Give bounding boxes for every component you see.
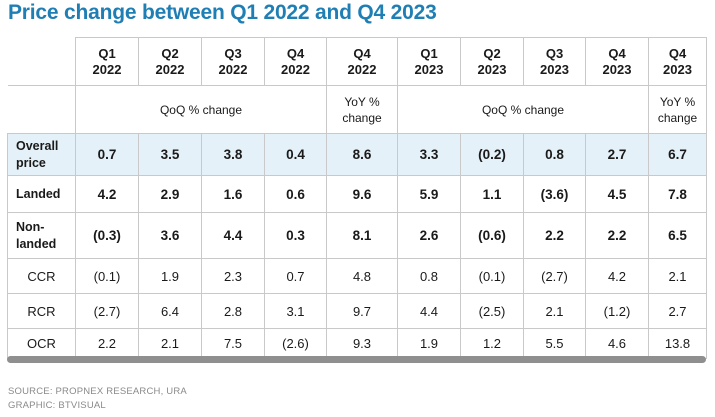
table-cell: 1.9 <box>138 258 202 294</box>
table-cell: (2.6) <box>264 328 327 359</box>
col-header-q1-2022: Q1 2022 <box>75 37 139 86</box>
table-cell: 4.4 <box>397 293 461 329</box>
col-header-q4-2023-yoy: Q4 2023 <box>648 37 707 86</box>
table-cell: (0.3) <box>75 212 139 259</box>
table-row: CCR (0.1) 1.9 2.3 0.7 4.8 0.8 (0.1) (2.7… <box>7 258 707 294</box>
table-row: OCR 2.2 2.1 7.5 (2.6) 9.3 1.9 1.2 5.5 4.… <box>7 328 707 359</box>
table-cell: 3.8 <box>201 133 265 176</box>
subheader-corner <box>7 85 76 134</box>
table-cell: 3.1 <box>264 293 327 329</box>
table-cell: 0.7 <box>264 258 327 294</box>
price-change-table: Q1 2022 Q2 2022 Q3 2022 Q4 2022 Q4 2022 Q1 202… <box>7 37 707 359</box>
table-cell: (2.7) <box>75 293 139 329</box>
table-cell: 1.6 <box>201 175 265 213</box>
table-cell: 2.9 <box>138 175 202 213</box>
table-cell: 2.6 <box>397 212 461 259</box>
row-label: Overall price <box>7 133 76 176</box>
table-cell: (2.5) <box>460 293 524 329</box>
table-cell: 2.3 <box>201 258 265 294</box>
table-cell: 4.2 <box>75 175 139 213</box>
table-cell: 2.2 <box>585 212 649 259</box>
table-cell: (2.7) <box>523 258 586 294</box>
table-cell: 9.3 <box>326 328 398 359</box>
graphic-credit: GRAPHIC: BTVISUAL <box>8 400 106 411</box>
table-cell: (0.1) <box>460 258 524 294</box>
table-cell: 2.7 <box>648 293 707 329</box>
row-label: Landed <box>7 175 76 213</box>
table-cell: 2.2 <box>75 328 139 359</box>
col-header-q3-2022: Q3 2022 <box>201 37 265 86</box>
col-header-q2-2023: Q2 2023 <box>460 37 524 86</box>
table-cell: 0.8 <box>397 258 461 294</box>
table-cell: 7.8 <box>648 175 707 213</box>
col-header-q2-2022: Q2 2022 <box>138 37 202 86</box>
table-cell: 3.3 <box>397 133 461 176</box>
table-cell: 8.6 <box>326 133 398 176</box>
table-cell: 1.1 <box>460 175 524 213</box>
col-header-q4-2022: Q4 2022 <box>264 37 327 86</box>
table-cell: 4.2 <box>585 258 649 294</box>
source-note: SOURCE: PROPNEX RESEARCH, URA <box>8 386 187 397</box>
table-cell: 0.8 <box>523 133 586 176</box>
table-cell: 1.2 <box>460 328 524 359</box>
header-row: Q1 2022 Q2 2022 Q3 2022 Q4 2022 Q4 2022 Q1 202… <box>7 37 707 86</box>
table-cell: 9.6 <box>326 175 398 213</box>
table-cell: (0.1) <box>75 258 139 294</box>
subheader-row: QoQ % change YoY % change QoQ % change Y… <box>7 85 707 134</box>
table-cell: 6.5 <box>648 212 707 259</box>
table-row: Overall price 0.7 3.5 3.8 0.4 8.6 3.3 (0… <box>7 133 707 176</box>
table-cell: (0.2) <box>460 133 524 176</box>
table-row: RCR (2.7) 6.4 2.8 3.1 9.7 4.4 (2.5) 2.1 … <box>7 293 707 329</box>
horizontal-scrollbar[interactable] <box>7 356 706 363</box>
table-cell: 1.9 <box>397 328 461 359</box>
subheader-yoy-2022: YoY % change <box>326 85 398 134</box>
table-cell: 2.1 <box>523 293 586 329</box>
table-row: Non-landed (0.3) 3.6 4.4 0.3 8.1 2.6 (0.… <box>7 212 707 259</box>
subheader-qoq-2022: QoQ % change <box>75 85 327 134</box>
table-cell: 2.7 <box>585 133 649 176</box>
col-header-q4-2023: Q4 2023 <box>585 37 649 86</box>
table-cell: (0.6) <box>460 212 524 259</box>
table-cell: 13.8 <box>648 328 707 359</box>
table-cell: 2.1 <box>138 328 202 359</box>
table-cell: (1.2) <box>585 293 649 329</box>
table-cell: 0.3 <box>264 212 327 259</box>
subheader-qoq-2023: QoQ % change <box>397 85 649 134</box>
table-cell: 4.6 <box>585 328 649 359</box>
col-header-q3-2023: Q3 2023 <box>523 37 586 86</box>
table-cell: 8.1 <box>326 212 398 259</box>
row-label: CCR <box>7 258 76 294</box>
subheader-yoy-2023: YoY % change <box>648 85 707 134</box>
table-cell: 4.5 <box>585 175 649 213</box>
header-corner <box>7 37 76 86</box>
table-cell: 6.4 <box>138 293 202 329</box>
col-header-q4-2022-yoy: Q4 2022 <box>326 37 398 86</box>
table-cell: 0.6 <box>264 175 327 213</box>
table-cell: 0.4 <box>264 133 327 176</box>
table-cell: 2.1 <box>648 258 707 294</box>
table-cell: 6.7 <box>648 133 707 176</box>
table-cell: 2.2 <box>523 212 586 259</box>
table-cell: 4.8 <box>326 258 398 294</box>
table-cell: 5.5 <box>523 328 586 359</box>
table-cell: 3.5 <box>138 133 202 176</box>
table-cell: 7.5 <box>201 328 265 359</box>
table-cell: 9.7 <box>326 293 398 329</box>
table-cell: 2.8 <box>201 293 265 329</box>
table-row: Landed 4.2 2.9 1.6 0.6 9.6 5.9 1.1 (3.6)… <box>7 175 707 213</box>
table-cell: 5.9 <box>397 175 461 213</box>
page-title: Price change between Q1 2022 and Q4 2023 <box>8 1 437 24</box>
row-label: OCR <box>7 328 76 359</box>
row-label: RCR <box>7 293 76 329</box>
row-label: Non-landed <box>7 212 76 259</box>
col-header-q1-2023: Q1 2023 <box>397 37 461 86</box>
table-cell: (3.6) <box>523 175 586 213</box>
table-cell: 3.6 <box>138 212 202 259</box>
table-cell: 0.7 <box>75 133 139 176</box>
table-cell: 4.4 <box>201 212 265 259</box>
